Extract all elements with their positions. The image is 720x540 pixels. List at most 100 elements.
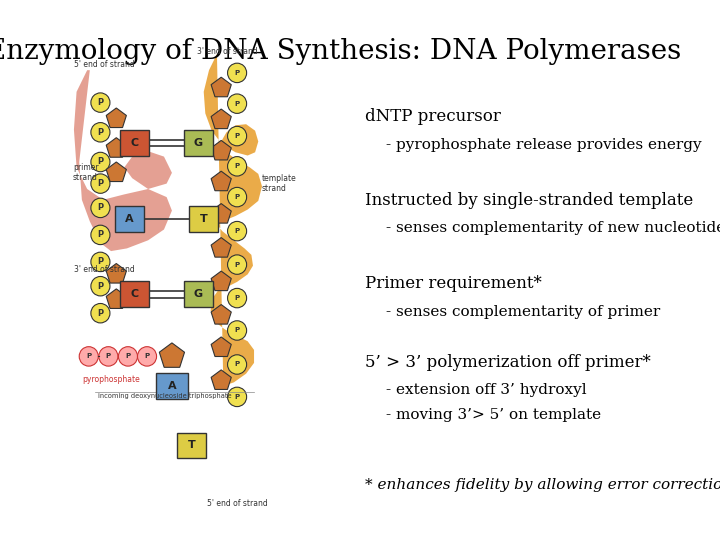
Circle shape [228,126,247,146]
Text: G: G [194,138,203,148]
Circle shape [91,93,110,112]
Polygon shape [211,109,231,129]
Circle shape [118,347,138,366]
Text: - pyrophosphate release provides energy: - pyrophosphate release provides energy [387,138,702,152]
Polygon shape [211,271,231,291]
Text: P: P [106,353,111,360]
Text: T: T [200,214,207,224]
Circle shape [99,347,118,366]
Text: P: P [97,128,104,137]
Text: P: P [97,204,104,212]
Text: P: P [235,394,240,400]
Text: P: P [97,158,104,166]
Text: Primer requirement*: Primer requirement* [365,275,542,292]
Polygon shape [211,171,231,191]
Text: incoming deoxynucleoside triphosphate: incoming deoxynucleoside triphosphate [98,393,231,399]
Circle shape [91,123,110,142]
FancyBboxPatch shape [184,281,213,307]
Polygon shape [107,138,127,157]
FancyBboxPatch shape [189,206,218,232]
Text: P: P [235,228,240,234]
Circle shape [228,94,247,113]
Text: P: P [235,327,240,334]
Polygon shape [107,108,127,127]
Text: P: P [97,309,104,318]
Text: P: P [235,261,240,268]
Polygon shape [107,162,127,181]
Text: G: G [194,289,203,299]
Text: C: C [131,289,139,299]
Circle shape [91,152,110,172]
Text: P: P [97,179,104,188]
Circle shape [138,347,156,366]
Text: P: P [97,98,104,107]
Circle shape [91,252,110,272]
Polygon shape [211,238,231,257]
Circle shape [228,355,247,374]
Circle shape [228,387,247,407]
FancyBboxPatch shape [177,433,206,458]
FancyBboxPatch shape [120,130,150,156]
Text: P: P [235,163,240,170]
Text: P: P [145,353,150,360]
Circle shape [228,255,247,274]
Text: 5' end of strand: 5' end of strand [74,60,135,69]
Circle shape [79,347,99,366]
Circle shape [91,225,110,245]
Text: - moving 3’> 5’ on template: - moving 3’> 5’ on template [387,408,602,422]
Circle shape [228,187,247,207]
Polygon shape [211,337,231,356]
Circle shape [228,288,247,308]
Text: P: P [235,133,240,139]
FancyBboxPatch shape [120,281,150,307]
Polygon shape [204,54,262,386]
Circle shape [91,276,110,296]
Text: A: A [125,214,134,224]
Text: T: T [188,441,195,450]
Text: A: A [168,381,176,391]
Polygon shape [159,343,184,367]
Polygon shape [107,289,127,308]
Circle shape [228,321,247,340]
Text: P: P [125,353,130,360]
Text: P: P [235,361,240,368]
Text: P: P [235,100,240,107]
Text: dNTP precursor: dNTP precursor [365,108,501,125]
Text: - senses complementarity of primer: - senses complementarity of primer [387,305,661,319]
Circle shape [91,198,110,218]
Polygon shape [211,204,231,223]
Circle shape [91,303,110,323]
FancyBboxPatch shape [184,130,213,156]
Text: P: P [97,231,104,239]
Text: primer
strand: primer strand [73,163,99,183]
Polygon shape [211,140,231,160]
Circle shape [228,63,247,83]
Circle shape [228,157,247,176]
Circle shape [91,174,110,193]
Text: 5' end of strand: 5' end of strand [207,498,267,508]
Text: P: P [235,295,240,301]
Circle shape [228,221,247,241]
FancyBboxPatch shape [115,206,144,232]
Text: C: C [131,138,139,148]
Text: 3' end of strand: 3' end of strand [74,265,135,274]
Text: P: P [235,70,240,76]
Text: - senses complementarity of new nucleotide: - senses complementarity of new nucleoti… [387,221,720,235]
FancyBboxPatch shape [156,373,188,399]
Polygon shape [74,70,172,251]
Text: template
strand: template strand [262,174,297,193]
Text: P: P [86,353,91,360]
Text: Enzymology of DNA Synthesis: DNA Polymerases: Enzymology of DNA Synthesis: DNA Polymer… [0,38,681,65]
Polygon shape [211,77,231,97]
Polygon shape [107,264,127,283]
Polygon shape [211,305,231,324]
Text: * enhances fidelity by allowing error correction: * enhances fidelity by allowing error co… [365,478,720,492]
Text: Instructed by single-stranded template: Instructed by single-stranded template [365,192,693,208]
Polygon shape [211,370,231,389]
Text: - extension off 3’ hydroxyl: - extension off 3’ hydroxyl [387,383,587,397]
Text: P: P [97,258,104,266]
Text: P: P [97,282,104,291]
Text: pyrophosphate: pyrophosphate [82,375,140,384]
Text: 5’ > 3’ polymerization off primer*: 5’ > 3’ polymerization off primer* [365,354,651,370]
Text: P: P [235,194,240,200]
